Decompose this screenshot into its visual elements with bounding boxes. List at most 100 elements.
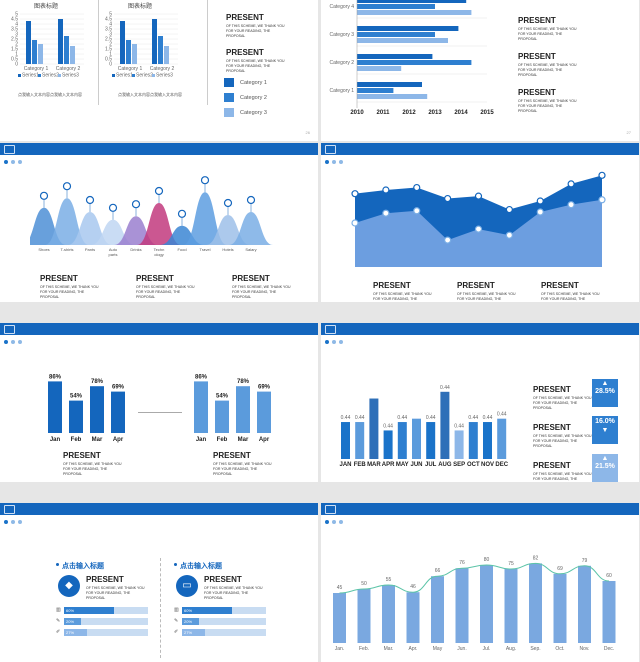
slide-monthly-bars[interactable]: 0.44 JAN 0.44 FEB MAR 0.44 APR 0.44 MAY JUN 0.44 JU… <box>321 323 639 482</box>
y-tick-label: 3.5 <box>11 27 18 33</box>
present-text: OF THIS SCHEME, WE THANK YOU FOR YOUR RE… <box>40 285 99 299</box>
y-tick-label: 0.5 <box>105 57 112 63</box>
bar-chart-2: 00.511.522.533.544.55 Category 1 Category … <box>105 12 178 79</box>
present-text: OF THIS SCHEME, WE THANK YOU FOR YOUR RE… <box>518 99 577 113</box>
x-tick-label: May <box>433 646 443 652</box>
map-pin-icon <box>154 186 164 196</box>
logo-icon <box>4 505 15 514</box>
bar <box>236 386 250 433</box>
x-tick-label: APR <box>382 462 395 468</box>
data-label: 76 <box>459 560 465 566</box>
divider <box>207 0 208 105</box>
logo-icon <box>4 325 15 334</box>
present-title: PRESENT <box>213 451 251 460</box>
x-tick-label: 2015 <box>480 110 494 116</box>
category-label: Techn <box>154 247 165 252</box>
bar <box>120 21 125 64</box>
data-label: 0.44 <box>341 415 351 421</box>
category-label: Category 3 <box>240 110 267 116</box>
bar <box>215 400 229 433</box>
slide-horizontal-bars[interactable]: Category 4 Category 3 Category 2 Category 1… <box>321 0 639 141</box>
progress-track: 27% <box>64 629 148 636</box>
slide-dots <box>325 160 343 164</box>
y-tick-label: Category 3 <box>330 32 355 38</box>
legend-label: Series3 <box>62 73 79 79</box>
monitor-icon: ▭ <box>176 575 198 597</box>
data-label: 54% <box>70 394 83 400</box>
y-tick-label: 0.5 <box>11 57 18 63</box>
drop-icon: ◆ <box>58 575 80 597</box>
data-point <box>351 190 359 198</box>
category-label: Category 1 <box>240 80 267 86</box>
present-text: OF THIS SCHEME, WE THANK YOU FOR YOUR RE… <box>533 434 592 448</box>
present-text: OF THIS SCHEME, WE THANK YOU FOR YOUR RE… <box>518 27 577 41</box>
data-label: 78% <box>91 379 104 385</box>
data-point <box>536 197 544 205</box>
data-point <box>382 209 390 217</box>
data-label: 0.44 <box>497 412 507 418</box>
slide-percent-bars[interactable]: 86% Jan 54% Feb 78% Mar 69% Apr 86% Jan 54% Feb 78%… <box>0 323 318 482</box>
bar-chart-1: 00.511.522.533.544.55 Category 1 Category … <box>11 12 84 79</box>
category-label: T-shirts <box>60 247 73 252</box>
y-tick-label: 4.5 <box>11 17 18 23</box>
divider <box>98 0 99 105</box>
y-tick-label: 4 <box>15 22 18 28</box>
present-text: OF THIS SCHEME, WE THANK YOU FOR YOUR RE… <box>136 285 195 299</box>
x-tick-label: DEC <box>495 462 508 468</box>
bar <box>26 21 31 64</box>
bar <box>383 430 393 459</box>
slide-bar-line[interactable]: 45 Jan. 50 Feb. 55 Mar. 46 Apr. 66 May 76 Jun. 80 Jul… <box>321 503 639 662</box>
category-label: ology <box>154 252 164 257</box>
map-pin-icon <box>131 200 141 209</box>
bar <box>126 40 131 64</box>
data-point <box>505 231 513 239</box>
x-tick-label: Feb <box>71 437 82 443</box>
progress-fill: 60% <box>182 607 233 614</box>
slide-area-chart[interactable]: PRESENT OF THIS SCHEME, WE THANK YOU FOR… <box>321 143 639 302</box>
data-point <box>444 194 452 203</box>
data-point <box>413 183 421 192</box>
bar <box>412 418 421 459</box>
bar <box>406 592 420 643</box>
bar <box>357 4 435 9</box>
bar <box>468 422 478 459</box>
category-label: Salary <box>245 247 256 252</box>
mountain-peak <box>45 198 89 245</box>
bar <box>357 66 402 71</box>
present-text: OF THIS SCHEME, WE THANK YOU FOR YOUR RE… <box>533 396 592 410</box>
data-label: 80 <box>484 557 490 563</box>
y-tick-label: 5 <box>109 12 112 18</box>
slide-progress[interactable]: 点击输入标题 点击输入标题 ◆ ▭ PRESENT OF THIS SCHEME… <box>0 503 318 662</box>
legend-label: Series2 <box>42 73 59 79</box>
y-tick-label: 2 <box>109 42 112 48</box>
bar <box>357 88 394 93</box>
progress-track: 60% <box>182 607 266 614</box>
chart-title-1: 图表标题 <box>34 4 59 10</box>
present-text: OF THIS SCHEME, WE THANK YOU FOR YOUR RE… <box>232 285 291 299</box>
slide-mountain-chart[interactable]: Shoes T-shirts Pants Auto parts Drinks Techn o… <box>0 143 318 302</box>
category-label: Food <box>177 247 186 252</box>
x-tick-label: Category 1 <box>118 66 143 72</box>
bar <box>357 26 459 31</box>
bar <box>70 46 75 64</box>
x-tick-label: MAR <box>367 462 381 468</box>
category-label: Auto <box>109 247 118 252</box>
data-label: 0.44 <box>454 423 464 429</box>
y-tick-label: 3 <box>109 32 112 38</box>
bar <box>357 10 472 15</box>
y-tick-label: 3.5 <box>105 27 112 33</box>
category-swatch <box>224 78 234 87</box>
pen-icon: ✐ <box>56 629 61 635</box>
logo-icon <box>325 325 336 334</box>
bar <box>333 593 346 643</box>
heading: 点击输入标题 <box>62 563 104 570</box>
present-text: OF THIS SCHEME, WE THANK YOU FOR YOUR RE… <box>226 24 285 38</box>
slide-bar-charts[interactable]: 图表标题 图表标题 0 0.5 1 1.5 2 2.5 3 3.5 4 4.5 5 Category … <box>0 0 318 141</box>
bar <box>480 565 493 643</box>
arrow-up-icon: ▲ <box>601 455 609 462</box>
bar <box>111 391 125 433</box>
category-label: Drinks <box>130 247 141 252</box>
map-pin-icon <box>85 195 95 205</box>
x-tick-label: Dec. <box>604 646 614 652</box>
bar <box>69 400 83 433</box>
